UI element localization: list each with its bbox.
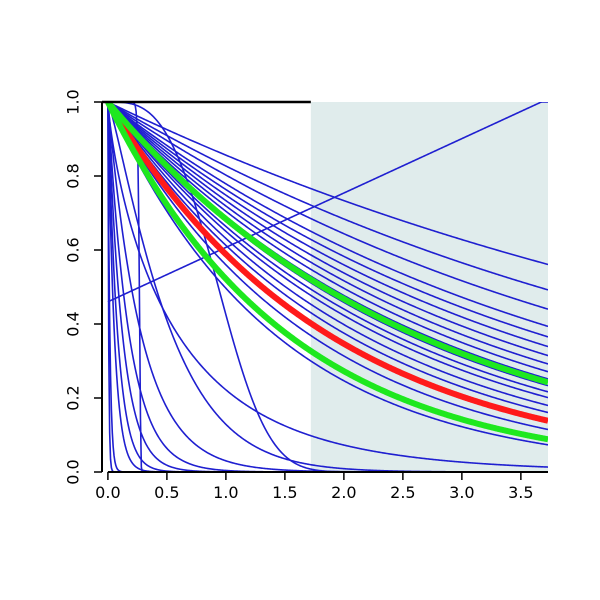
x-tick-label: 3.5 bbox=[508, 483, 533, 502]
x-tick-label: 0.5 bbox=[154, 483, 179, 502]
series-line-blue-12 bbox=[107, 102, 548, 393]
x-tick-label: 2.0 bbox=[331, 483, 356, 502]
series-line-blue-8 bbox=[107, 102, 548, 365]
series-line-blue-17 bbox=[107, 102, 548, 431]
series-line-blue-1 bbox=[107, 102, 548, 266]
series-line-blue-0 bbox=[107, 102, 548, 303]
y-tick-label: 0.2 bbox=[64, 385, 83, 410]
series-line-blue-3 bbox=[107, 102, 548, 310]
y-tick-label: 0.0 bbox=[64, 459, 83, 484]
series-line-green-32 bbox=[105, 102, 548, 386]
series-line-blue-26 bbox=[107, 102, 548, 472]
series-line-green-33 bbox=[105, 102, 548, 443]
series-line-blue-5 bbox=[107, 102, 548, 338]
y-tick-label: 0.8 bbox=[64, 163, 83, 188]
series-line-blue-19 bbox=[107, 102, 548, 446]
y-tick-label: 0.6 bbox=[64, 237, 83, 262]
series-line-blue-4 bbox=[107, 102, 548, 328]
series-line-blue-13 bbox=[107, 102, 548, 399]
axes: 0.0 0.5 1.0 1.5 2.0 2.5 3.0 3.5 0.0 0.2 0.4 0.6 0.8 1… bbox=[64, 89, 548, 502]
x-tick-label: 3.0 bbox=[449, 483, 474, 502]
series-line-blue-22 bbox=[107, 102, 548, 468]
plot-region bbox=[105, 102, 548, 472]
y-tick-label: 1.0 bbox=[64, 89, 83, 114]
x-tick-label: 0.0 bbox=[95, 483, 120, 502]
x-tick-label: 1.5 bbox=[272, 483, 297, 502]
y-tick-label: 0.4 bbox=[64, 311, 83, 336]
series-line-blue-15 bbox=[107, 102, 548, 414]
series-line-blue-14 bbox=[107, 102, 548, 407]
x-tick-label: 2.5 bbox=[390, 483, 415, 502]
series-line-red-31 bbox=[105, 102, 548, 424]
series-line-blue-9 bbox=[107, 102, 548, 373]
series-line-blue-2 bbox=[107, 102, 548, 291]
x-tick-label: 1.0 bbox=[213, 483, 238, 502]
